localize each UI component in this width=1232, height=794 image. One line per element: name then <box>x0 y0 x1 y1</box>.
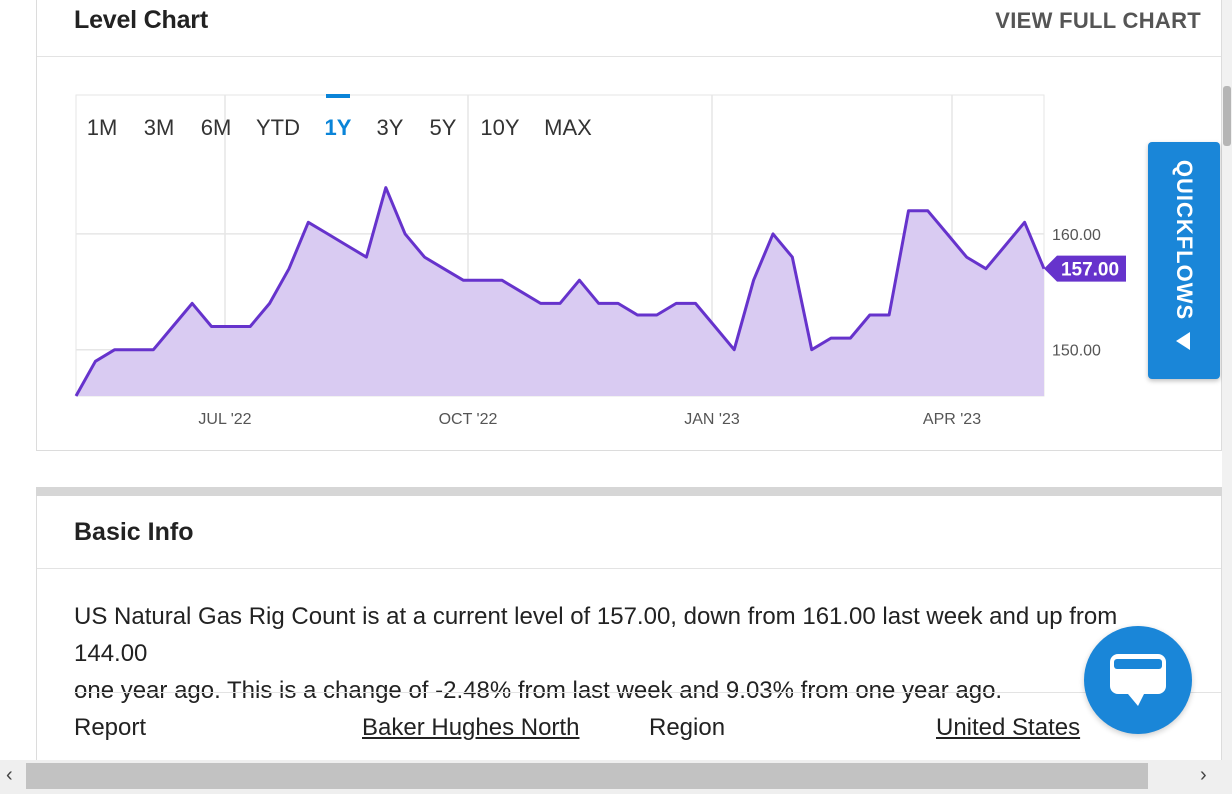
section-divider <box>36 487 1222 496</box>
range-button-1m[interactable]: 1M <box>87 115 118 140</box>
basic-info-card: Basic Info US Natural Gas Rig Count is a… <box>36 496 1222 766</box>
x-tick-label: JAN '23 <box>684 411 740 428</box>
description-line-1: US Natural Gas Rig Count is at a current… <box>74 603 1118 667</box>
level-chart-header: Level Chart VIEW FULL CHART <box>37 0 1221 57</box>
range-button-1y[interactable]: 1Y <box>325 115 352 140</box>
range-button-6m[interactable]: 6M <box>201 115 232 140</box>
info-divider <box>74 692 1221 693</box>
range-button-3y[interactable]: 3Y <box>377 115 404 140</box>
chart-area <box>74 186 1046 397</box>
horizontal-scroll-thumb[interactable] <box>26 763 1148 789</box>
report-label: Report <box>74 714 147 741</box>
chevron-right-icon[interactable]: › <box>1200 764 1207 786</box>
range-button-max[interactable]: MAX <box>544 115 592 140</box>
current-value-label: 157.00 <box>1061 260 1119 281</box>
series-area-fill <box>76 187 1044 396</box>
basic-info-header: Basic Info <box>37 496 1221 569</box>
x-tick-label: JUL '22 <box>198 411 251 428</box>
triangle-left-icon <box>1176 332 1190 350</box>
active-range-indicator <box>326 94 350 98</box>
page-gutter <box>0 0 36 760</box>
range-button-5y[interactable]: 5Y <box>430 115 457 140</box>
x-tick-label: APR '23 <box>923 411 981 428</box>
vertical-scroll-thumb[interactable] <box>1223 86 1231 146</box>
chevron-left-icon[interactable]: ‹ <box>6 764 13 786</box>
chart-axes: JUL '22 OCT '22 JAN '23 APR '23 160.00 150.00 <box>198 227 1101 428</box>
range-selector: 1M 3M 6M YTD 1Y 3Y 5Y 10Y MAX <box>87 94 592 140</box>
chat-button[interactable] <box>1084 626 1192 734</box>
horizontal-scrollbar[interactable]: ‹ › <box>0 760 1232 794</box>
chat-icon <box>1110 654 1166 706</box>
range-button-10y[interactable]: 10Y <box>480 115 519 140</box>
quickflows-tab[interactable]: QUICKFLOWS <box>1148 142 1220 379</box>
range-button-ytd[interactable]: YTD <box>256 115 300 140</box>
region-link[interactable]: United States <box>936 714 1081 741</box>
current-value-marker: 157.00 <box>1044 255 1126 282</box>
vertical-scrollbar[interactable] <box>1222 0 1232 760</box>
quickflows-label: QUICKFLOWS <box>1172 159 1197 321</box>
current-value-badge <box>1044 255 1126 282</box>
y-tick-label: 160.00 <box>1052 227 1101 244</box>
y-tick-label: 150.00 <box>1052 343 1101 360</box>
basic-info-title: Basic Info <box>74 518 194 546</box>
range-button-3m[interactable]: 3M <box>144 115 175 140</box>
basic-info-description: US Natural Gas Rig Count is at a current… <box>74 598 1194 709</box>
level-chart: 1M 3M 6M YTD 1Y 3Y 5Y 10Y MAX JUL '22 OCT '22 JAN … <box>74 94 1126 428</box>
description-line-2: one year ago. This is a change of -2.48%… <box>74 677 1003 704</box>
view-full-chart-link[interactable]: VIEW FULL CHART <box>995 8 1201 33</box>
level-chart-title: Level Chart <box>74 6 208 34</box>
report-link[interactable]: Baker Hughes North <box>362 714 580 741</box>
series-line <box>74 186 1046 397</box>
x-tick-label: OCT '22 <box>439 411 498 428</box>
region-label: Region <box>649 714 726 741</box>
